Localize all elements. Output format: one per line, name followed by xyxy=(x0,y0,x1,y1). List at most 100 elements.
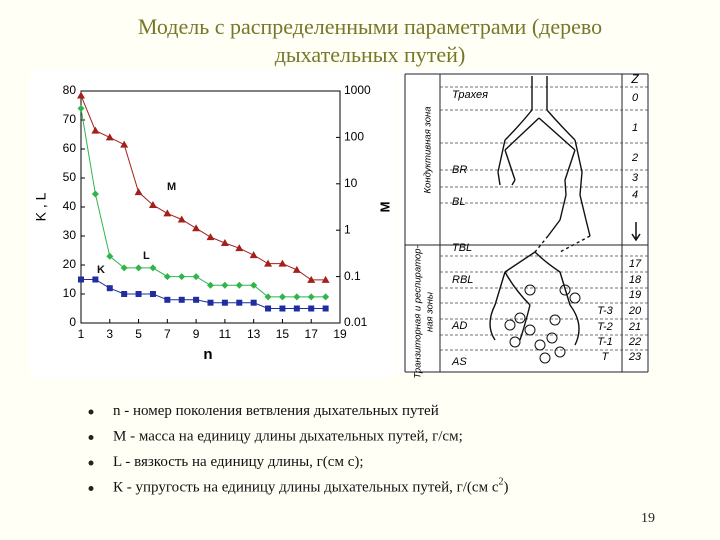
point xyxy=(322,293,330,301)
generation-label: 0 xyxy=(632,92,639,104)
bullet-text: n - номер поколения ветвления дыхательны… xyxy=(113,403,439,419)
point xyxy=(149,264,157,272)
x-tick-label: 7 xyxy=(164,327,171,341)
y2-tick-label: 1 xyxy=(344,222,351,236)
point xyxy=(292,265,301,273)
point xyxy=(278,293,286,301)
point xyxy=(164,296,171,303)
point xyxy=(121,291,128,297)
point xyxy=(105,133,114,141)
point xyxy=(308,305,315,312)
point xyxy=(192,273,200,281)
point xyxy=(106,285,113,292)
y-tick-label: 10 xyxy=(63,286,77,300)
x-tick-label: 15 xyxy=(276,327,290,341)
y-tick-label: 60 xyxy=(63,141,77,155)
point xyxy=(193,296,200,303)
x-tick-label: 1 xyxy=(78,327,85,341)
point xyxy=(264,259,273,267)
y-tick-label: 0 xyxy=(69,315,76,329)
point xyxy=(221,281,229,289)
alveoli xyxy=(504,284,581,364)
y2-tick-label: 0.1 xyxy=(344,269,361,283)
bullet-text-part: M - масса на единицу длины дыхательных п… xyxy=(113,429,463,445)
bullet-text-part: L - вязкость на единицу длины, г(см с); xyxy=(113,454,364,470)
y2-tick-label: 1000 xyxy=(344,83,371,97)
point xyxy=(307,275,316,283)
y-tick-label: 70 xyxy=(63,112,77,126)
y-tick-label: 40 xyxy=(63,199,77,213)
y-tick-label: 50 xyxy=(63,170,77,184)
x-tick-label: 19 xyxy=(333,327,347,341)
series-label: L xyxy=(143,250,150,262)
point xyxy=(135,291,142,297)
bullet-text: К - упругость на единицу длины дыхательн… xyxy=(113,477,509,496)
point xyxy=(249,251,258,259)
point xyxy=(192,224,201,232)
point xyxy=(250,299,257,306)
region-label: AD xyxy=(451,320,467,332)
terminal-label: T-1 xyxy=(597,336,613,348)
bullet-dot xyxy=(88,409,94,415)
generation-label: 17 xyxy=(629,258,642,270)
title-line-1: Модель с распределенными параметрами (де… xyxy=(138,14,602,39)
point xyxy=(106,252,114,260)
generation-label: 4 xyxy=(632,189,638,201)
bullet-text-part: n - номер поколения ветвления дыхательны… xyxy=(113,403,439,419)
point xyxy=(77,104,85,112)
bullet-list: n - номер поколения ветвления дыхательны… xyxy=(88,403,509,496)
y2-tick-label: 100 xyxy=(344,130,364,144)
point xyxy=(148,200,157,208)
point xyxy=(178,296,185,303)
bullet-text: L - вязкость на единицу длины, г(см с); xyxy=(113,454,364,470)
bullet-text-part: К - упругость на единицу длины дыхательн… xyxy=(113,480,499,496)
point xyxy=(279,305,286,312)
airway-tree xyxy=(497,76,591,237)
point xyxy=(250,281,258,289)
x-axis-label: n xyxy=(203,346,212,363)
point xyxy=(278,259,287,267)
generation-label: 19 xyxy=(629,289,641,301)
y2-tick-label: 10 xyxy=(344,176,358,190)
point xyxy=(221,299,228,306)
region-label: TBL xyxy=(452,242,472,254)
point xyxy=(307,293,315,301)
point xyxy=(235,244,244,252)
x-tick-label: 3 xyxy=(106,327,113,341)
point xyxy=(120,140,129,148)
point xyxy=(321,275,330,283)
generation-label: 18 xyxy=(629,274,642,286)
region-label: AS xyxy=(451,356,467,368)
point xyxy=(149,291,156,297)
y-axis-label: K , L xyxy=(33,192,49,221)
arrow xyxy=(631,222,641,242)
column-header: Z xyxy=(630,72,639,86)
bullet-dot xyxy=(88,460,94,466)
title-line-2: дыхательных путей) xyxy=(275,42,466,67)
x-tick-label: 11 xyxy=(219,327,232,341)
page-number: 19 xyxy=(641,511,655,526)
region-label: BL xyxy=(452,196,465,208)
point xyxy=(178,273,186,281)
point xyxy=(207,281,214,289)
x-tick-label: 13 xyxy=(247,327,261,341)
generation-label: 21 xyxy=(628,321,641,333)
point xyxy=(91,190,99,198)
generation-label: 22 xyxy=(628,336,641,348)
terminal-label: T-3 xyxy=(597,305,613,317)
point xyxy=(265,305,272,312)
diagram: ZТрахеяBRBLTBLRBLADAS0123417181920212223… xyxy=(404,72,649,379)
y2-axis-label: M xyxy=(377,202,392,213)
point xyxy=(206,233,215,241)
point xyxy=(264,293,272,301)
y-tick-label: 30 xyxy=(63,228,77,242)
generation-label: 1 xyxy=(632,122,638,134)
point xyxy=(220,238,229,246)
point xyxy=(91,126,100,134)
x-tick-label: 17 xyxy=(305,327,319,341)
point xyxy=(207,299,214,306)
y-tick-label: 20 xyxy=(63,257,77,271)
point xyxy=(77,91,85,99)
